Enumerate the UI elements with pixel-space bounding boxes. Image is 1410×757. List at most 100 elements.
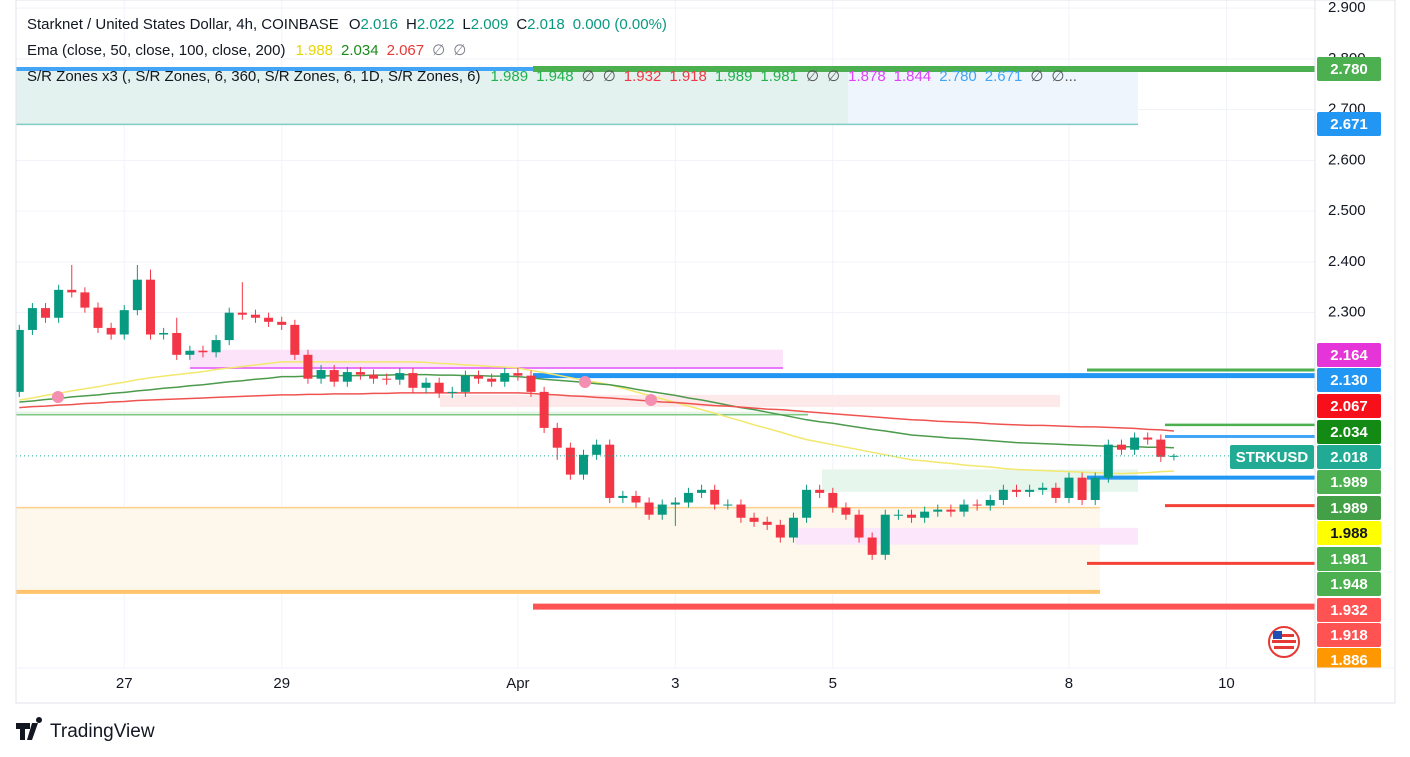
candle-body [618,495,628,498]
sr-value: ∅ [582,68,595,85]
candle-body [723,504,733,506]
candle-body [80,292,90,308]
x-tick-label: 8 [1065,675,1073,692]
x-tick-label: 10 [1218,675,1235,692]
candle-body [159,332,169,335]
candle-body [408,373,418,388]
candle-body [1103,444,1113,478]
sr-value: ∅... [1051,68,1077,85]
price-badge-label: 1.886 [1330,652,1368,669]
ema-line [19,361,1174,475]
signal-dot [579,376,591,388]
candle-body [41,308,51,318]
candle-body [369,374,379,379]
candle-body [382,378,392,380]
candle-body [1143,437,1153,440]
price-badge [1317,547,1381,571]
symbol-label: STRKUSD [1236,449,1309,466]
candle-body [710,489,720,505]
candle-body [920,511,930,518]
price-badge-label: 2.164 [1330,347,1368,364]
candle-body [893,514,903,516]
price-badge [1317,57,1381,81]
price-badge-label: 1.988 [1330,525,1368,542]
candle-body [775,524,785,538]
sr-value: 1.948 [536,68,574,85]
legend: Starknet / United States Dollar, 4h, COI… [27,16,1077,85]
candle-body [342,372,352,382]
candle-body [1156,439,1166,457]
x-tick-label: 5 [829,675,837,692]
candle-body [605,444,615,498]
candle-body [1038,487,1048,490]
price-badge-label: 1.932 [1330,602,1368,619]
time-axis: 27 29 Apr 3 5 8 10 [116,675,1235,692]
sr-value: 1.989 [491,68,529,85]
signal-markers [52,376,657,406]
sr-zone [190,349,783,369]
ohlc-name: O [349,16,361,33]
ema-value: 1.988 [295,42,333,59]
sr-zone [16,69,848,125]
candle-body [578,454,588,475]
candle-body [447,391,457,393]
y-tick-label: 2.500 [1328,202,1366,219]
price-badge-label: 2.780 [1330,61,1368,78]
candle-body [854,514,864,538]
candle-body [880,514,890,555]
candle-body [1077,477,1087,500]
candle-body [1090,477,1100,500]
candle-body [303,354,313,379]
candle-body [316,370,326,379]
candle-body [670,502,680,505]
flag-icon [1268,626,1300,658]
sr-value: 1.918 [669,68,707,85]
candle-body [1025,489,1035,492]
candle-body [526,375,536,392]
brand: TradingView [16,717,155,742]
price-badge [1317,394,1381,418]
candle-body [500,373,510,382]
sr-value: 1.989 [715,68,753,85]
price-scale: 2.9002.8002.7002.6002.5002.4002.3002.780… [1317,0,1381,669]
ohlc-value: 2.022 [417,16,455,33]
candle-body [250,314,260,318]
sr-value: ∅ [603,68,616,85]
sr-value: 2.671 [985,68,1023,85]
candle-body [434,382,444,393]
candle-body [395,373,405,380]
ohlc-value: 2.018 [527,16,565,33]
x-tick-label: 27 [116,675,133,692]
candle-body [683,492,693,503]
price-badge-label: 2.067 [1330,398,1368,415]
candle-body [211,340,221,353]
candle-body [1130,437,1140,450]
candle-body [145,279,155,335]
candle-body [106,327,116,335]
plot-area [16,0,1315,668]
sr-name: S/R Zones x3 (, S/R Zones, 6, 360, S/R Z… [27,68,481,85]
candle-body [657,504,667,515]
candle-body [237,312,247,315]
flag-stripe [1272,640,1296,643]
candle-body [172,332,182,355]
price-badge-label: 1.989 [1330,474,1368,491]
candle-body [1051,487,1061,498]
candle-body [16,329,24,392]
candle-body [828,492,838,508]
price-badge [1317,598,1381,622]
candle-body [1064,477,1074,498]
price-badge [1317,521,1381,545]
candle-body [959,504,969,512]
price-badge-label: 2.671 [1330,116,1368,133]
ema-value: ∅ [432,42,445,59]
brand-logo [16,717,43,740]
candle-body [565,447,575,475]
candle-body [93,307,103,328]
price-badge [1317,648,1381,668]
candle-body [474,375,484,379]
sr-zone [440,394,1060,408]
candle-body [67,289,77,293]
candle-body [264,317,274,322]
